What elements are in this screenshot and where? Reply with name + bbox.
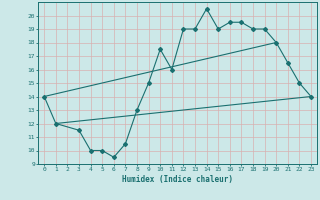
X-axis label: Humidex (Indice chaleur): Humidex (Indice chaleur) xyxy=(122,175,233,184)
